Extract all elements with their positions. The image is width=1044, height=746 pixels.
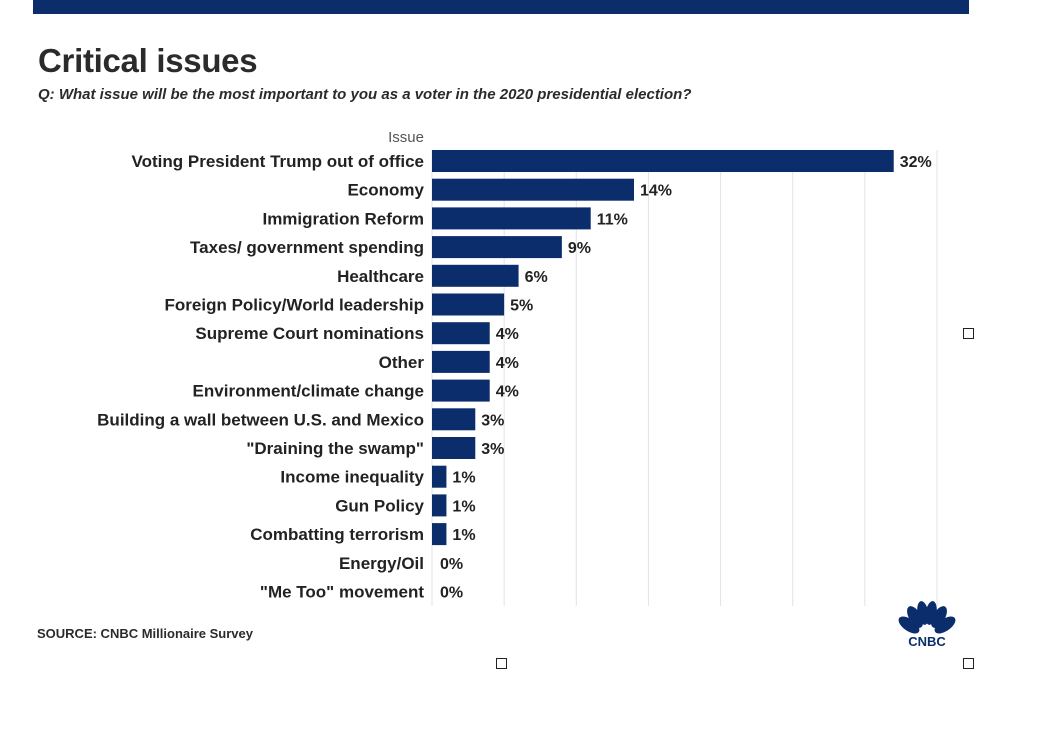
category-label: Building a wall between U.S. and Mexico (97, 410, 424, 429)
category-label: Immigration Reform (262, 209, 424, 228)
bar (432, 437, 476, 459)
value-label: 5% (510, 298, 533, 315)
value-label: 4% (496, 355, 519, 372)
value-label: 1% (452, 470, 475, 487)
resize-handle-bottom[interactable] (496, 658, 507, 669)
value-label: 3% (481, 441, 504, 458)
category-label: Environment/climate change (193, 382, 424, 401)
bar (432, 264, 519, 287)
category-label: "Draining the swamp" (246, 439, 424, 458)
bar (432, 465, 447, 488)
bar (432, 150, 894, 172)
category-label: Energy/Oil (339, 554, 424, 573)
header-accent-bar (33, 0, 969, 14)
value-label: 0% (440, 556, 463, 573)
bar (432, 379, 490, 402)
category-label: Other (379, 353, 425, 372)
bar (432, 494, 447, 517)
category-label: Income inequality (280, 468, 424, 487)
value-label: 1% (452, 498, 475, 515)
bar (432, 178, 634, 201)
category-label: Gun Policy (335, 496, 424, 515)
value-label: 4% (496, 326, 519, 343)
value-label: 3% (481, 412, 504, 429)
value-label: 0% (440, 585, 463, 602)
category-label: Healthcare (337, 267, 424, 286)
category-label: "Me Too" movement (260, 583, 424, 602)
bar (432, 207, 591, 230)
value-label: 14% (640, 183, 672, 200)
resize-handle-corner[interactable] (963, 658, 974, 669)
bar (432, 322, 490, 345)
value-label: 4% (496, 384, 519, 401)
chart-subtitle: Q: What issue will be the most important… (38, 86, 692, 103)
bars: Voting President Trump out of office 32% E… (97, 150, 932, 602)
bar (432, 408, 476, 431)
category-label: Taxes/ government spending (190, 238, 424, 257)
peacock-icon: CNBC (898, 601, 956, 649)
category-axis-label: Issue (388, 129, 424, 146)
bar (432, 350, 490, 373)
category-label: Economy (347, 181, 424, 200)
value-label: 32% (900, 154, 932, 171)
category-label: Voting President Trump out of office (132, 152, 424, 171)
resize-handle-right[interactable] (963, 328, 974, 339)
logo-text: CNBC (908, 634, 946, 649)
source-note: SOURCE: CNBC Millionaire Survey (37, 626, 253, 641)
category-label: Combatting terrorism (250, 525, 424, 544)
value-label: 9% (568, 240, 591, 257)
value-label: 11% (597, 211, 628, 228)
value-label: 6% (525, 269, 548, 286)
bar (432, 523, 447, 546)
chart-title: Critical issues (38, 42, 258, 79)
value-label: 1% (452, 527, 475, 544)
bar (432, 293, 505, 316)
bar (432, 236, 562, 259)
category-label: Foreign Policy/World leadership (165, 296, 424, 315)
cnbc-logo: CNBC (895, 601, 959, 656)
category-label: Supreme Court nominations (195, 324, 424, 343)
